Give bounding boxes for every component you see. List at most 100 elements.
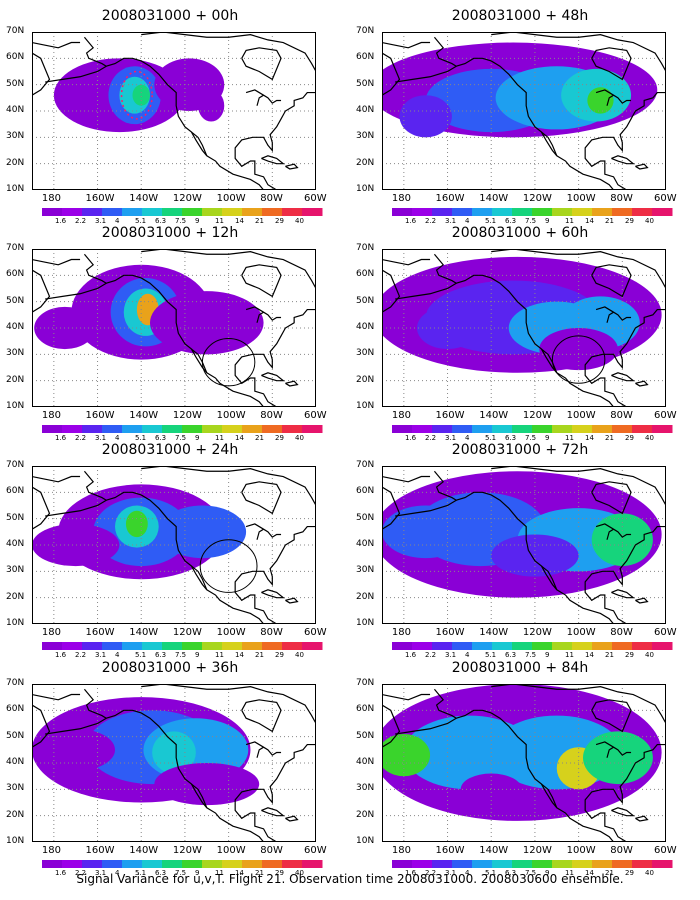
latitude-label: 10N	[356, 184, 375, 194]
longitude-label: 180	[41, 627, 61, 638]
coastline	[591, 699, 632, 733]
latitude-label: 40N	[6, 322, 25, 332]
longitude-label: 60W	[304, 193, 327, 204]
colorbar	[42, 642, 323, 650]
colorbar-label: 11	[565, 869, 574, 877]
variance-contour	[125, 510, 148, 538]
map-panel: 2008031000 + 00h 70N 60N 50N 40N 30N 20N 10N 180…	[0, 8, 340, 226]
longitude-label: 180	[41, 410, 61, 421]
colorbar-swatch	[592, 642, 613, 650]
colorbar-swatch	[472, 425, 493, 433]
latitude-label: 50N	[6, 295, 25, 306]
coastline	[606, 746, 614, 758]
colorbar-swatch	[492, 860, 513, 868]
colorbar-label: 1.6	[405, 869, 417, 877]
colorbar-swatch	[652, 642, 673, 650]
coastline	[45, 688, 108, 735]
colorbar-swatch	[412, 208, 433, 216]
panel-title: 2008031000 + 00h	[101, 8, 239, 24]
latitude-label: 40N	[6, 539, 25, 549]
coastline	[584, 91, 666, 190]
colorbar-label: 40	[645, 434, 654, 442]
coastline	[382, 475, 431, 483]
latitude-label: 10N	[6, 836, 25, 846]
panel-title: 2008031000 + 72h	[451, 442, 589, 458]
map-frame	[32, 684, 316, 842]
coastline	[261, 807, 285, 817]
coastline	[285, 163, 299, 170]
colorbar-swatch	[262, 208, 283, 216]
map-panel: 2008031000 + 48h 70N 60N 50N 40N 30N 20N 10N 180…	[350, 8, 690, 226]
longitude-label: 140W	[129, 845, 159, 856]
coastline	[191, 565, 208, 590]
longitude-label: 140W	[479, 193, 509, 204]
latitude-label: 40N	[6, 757, 25, 767]
colorbar	[392, 208, 673, 216]
colorbar-swatch	[512, 860, 533, 868]
colorbar-label: 7.5	[175, 434, 187, 442]
latitude-label: 40N	[356, 322, 375, 332]
colorbar	[42, 208, 323, 216]
colorbar-label: 6.3	[505, 869, 517, 877]
latitude-label: 10N	[6, 618, 25, 628]
coastline	[141, 466, 316, 506]
colorbar-label: 5.1	[135, 651, 147, 659]
coastline	[261, 372, 285, 382]
map-frame	[32, 466, 316, 624]
colorbar-swatch	[302, 860, 323, 868]
longitude-label: 140W	[479, 627, 509, 638]
colorbar-label: 2.2	[425, 651, 437, 659]
colorbar-swatch	[612, 425, 633, 433]
coastline	[141, 249, 316, 289]
variance-map	[382, 32, 666, 190]
colorbar-swatch	[62, 860, 83, 868]
colorbar-swatch	[452, 860, 473, 868]
colorbar-label: 4	[115, 434, 120, 442]
longitude-label: 160W	[85, 410, 115, 421]
longitude-label: 120W	[172, 627, 202, 638]
colorbar-label: 3.1	[95, 869, 107, 877]
colorbar-swatch	[552, 860, 573, 868]
colorbar-label: 6.3	[155, 869, 167, 877]
colorbar-swatch	[82, 425, 103, 433]
coastline	[141, 684, 316, 724]
colorbar-swatch	[282, 860, 303, 868]
longitude-label: 100W	[216, 845, 246, 856]
latitude-label: 30N	[6, 565, 25, 576]
coastline	[456, 274, 627, 407]
colorbar-label: 1.6	[55, 651, 67, 659]
colorbar-swatch	[82, 208, 103, 216]
latitude-label: 20N	[356, 157, 375, 168]
coastline	[32, 52, 51, 96]
colorbar-label: 11	[565, 651, 574, 659]
longitude-label: 140W	[129, 193, 159, 204]
latitude-label: 50N	[6, 512, 25, 523]
map-panel: 2008031000 + 60h 70N 60N 50N 40N 30N 20N 10N 180…	[350, 225, 690, 443]
panel-title: 2008031000 + 60h	[451, 225, 589, 241]
colorbar-swatch	[632, 208, 653, 216]
map-panel: 2008031000 + 24h 70N 60N 50N 40N 30N 20N 10N 180…	[0, 442, 340, 660]
colorbar-swatch	[432, 208, 453, 216]
coastline	[382, 258, 431, 266]
variance-contour	[382, 505, 470, 559]
coastline	[595, 89, 632, 104]
coastline	[395, 470, 458, 517]
latitude-label: 50N	[356, 295, 375, 306]
coastline	[541, 565, 558, 590]
colorbar-swatch	[572, 860, 593, 868]
coastline	[382, 52, 401, 96]
coastline	[191, 348, 208, 373]
colorbar-swatch	[472, 860, 493, 868]
colorbar-swatch	[632, 425, 653, 433]
colorbar-label: 9	[545, 217, 550, 225]
map-frame	[382, 466, 666, 624]
latitude-label: 30N	[356, 348, 375, 359]
colorbar-label: 7.5	[525, 217, 537, 225]
map-frame	[382, 249, 666, 407]
longitude-label: 100W	[216, 193, 246, 204]
colorbar-label: 5.1	[485, 434, 497, 442]
coastline	[241, 481, 282, 515]
colorbar-swatch	[612, 642, 633, 650]
coastline	[245, 306, 282, 321]
coastline	[32, 269, 51, 313]
